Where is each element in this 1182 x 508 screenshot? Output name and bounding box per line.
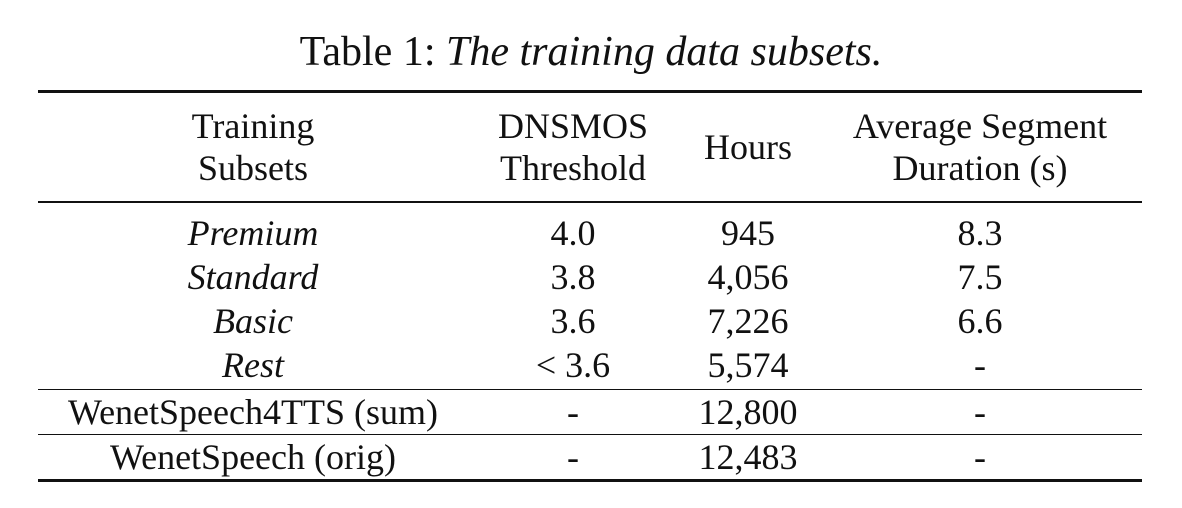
caption-text: The training data subsets. [445,29,883,75]
dnsmos-threshold-value: 3.6 [550,301,596,341]
header-line: Average Segment [852,106,1108,146]
table-caption: Table 1: The training data subsets. [0,24,1182,80]
duration-value: - [974,345,986,385]
dnsmos-threshold-value: 3.8 [550,257,596,297]
header-row: Training Subsets DNSMOS Threshold Hours … [38,90,1142,203]
header-line: Training [191,106,315,146]
header-hours: Hours [678,90,818,203]
header-line: DNSMOS [497,106,649,146]
hours-value: 12,483 [678,434,818,482]
training-subsets-table: Training Subsets DNSMOS Threshold Hours … [38,90,1142,482]
table-row: WenetSpeech (orig) - 12,483 - [38,434,1142,482]
duration-value: 7.5 [957,257,1003,297]
duration-value: - [818,434,1142,482]
subset-name: Rest [222,345,284,385]
header-line: Threshold [500,148,646,188]
table-row: Basic 3.6 7,226 6.6 [38,299,1142,343]
table-row: Rest < 3.6 5,574 - [38,343,1142,390]
duration-value: - [818,389,1142,435]
caption-label: Table 1: [299,29,436,75]
hours-value: 12,800 [678,389,818,435]
header-line: Duration (s) [892,148,1068,188]
subset-name: Basic [213,301,293,341]
table-row: WenetSpeech4TTS (sum) - 12,800 - [38,389,1142,435]
duration-value: 6.6 [957,301,1003,341]
duration-value: 8.3 [957,213,1003,253]
header-line: Subsets [197,148,309,188]
hours-value: 5,574 [707,345,789,385]
subset-rows: Premium 4.0 945 8.3 Standard 3.8 4,056 7… [38,202,1142,390]
hours-value: 7,226 [707,301,789,341]
hours-value: 4,056 [707,257,789,297]
table-row: Premium 4.0 945 8.3 [38,202,1142,255]
header-average-segment-duration: Average Segment Duration (s) [818,90,1142,203]
header-dnsmos-threshold: DNSMOS Threshold [468,90,678,203]
summary-rows: WenetSpeech4TTS (sum) - 12,800 - WenetSp… [38,389,1142,482]
dnsmos-threshold-value: - [468,389,678,435]
dnsmos-threshold-value: 4.0 [550,213,596,253]
dataset-name: WenetSpeech4TTS (sum) [38,389,468,435]
subset-name: Standard [187,257,319,297]
dnsmos-threshold-value: < 3.6 [535,345,611,385]
dataset-name: WenetSpeech (orig) [38,434,468,482]
header-training-subsets: Training Subsets [38,90,468,203]
table-row: Standard 3.8 4,056 7.5 [38,255,1142,299]
dnsmos-threshold-value: - [468,434,678,482]
hours-value: 945 [721,213,775,253]
subset-name: Premium [187,213,319,253]
